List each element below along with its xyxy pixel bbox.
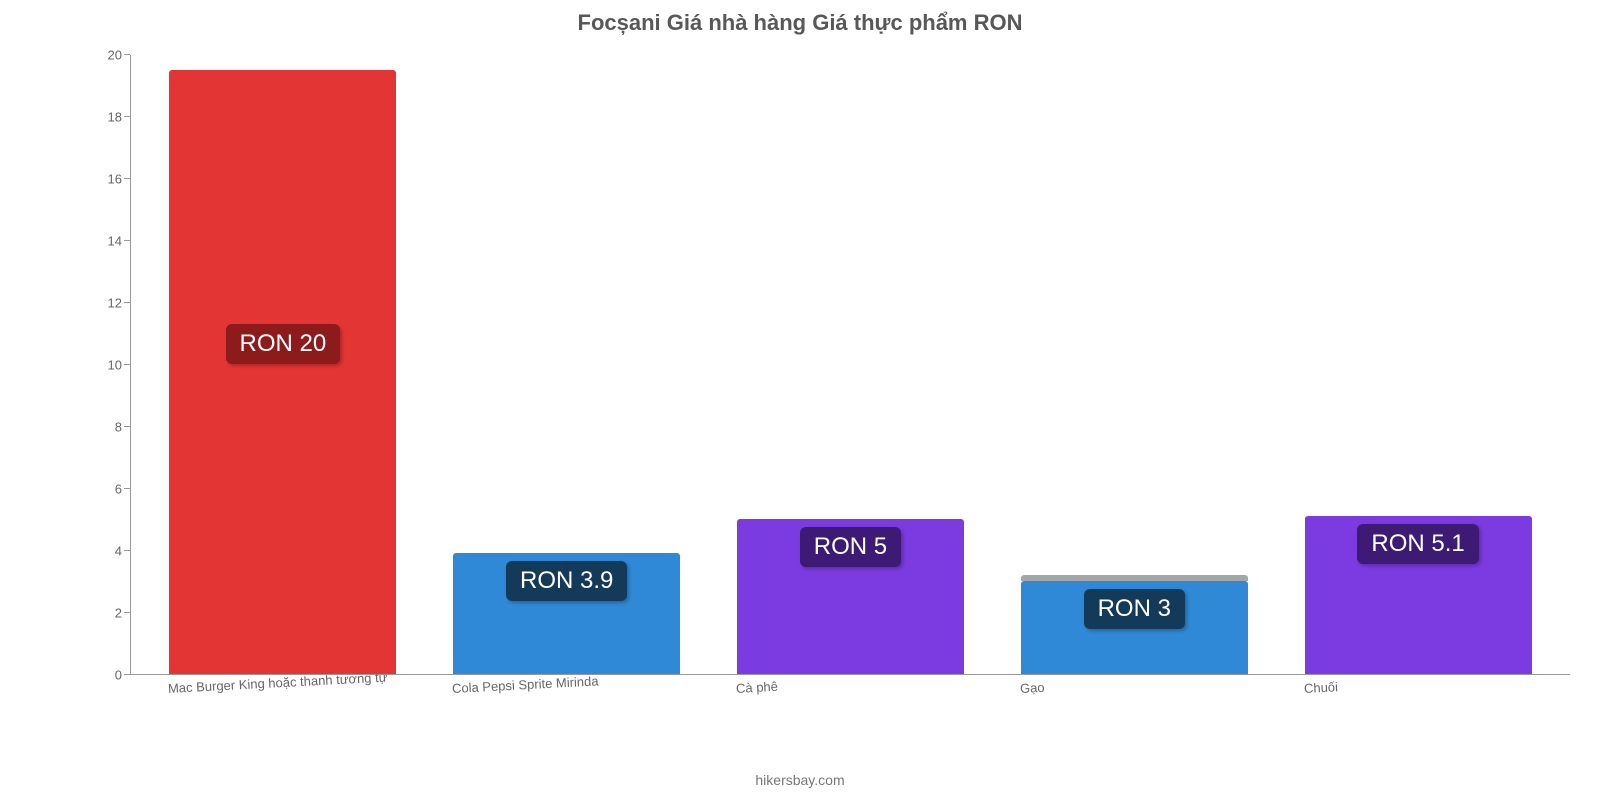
bar: RON 3	[1021, 581, 1248, 674]
bar-slot: RON 5.1	[1276, 55, 1560, 674]
bar-value-label: RON 3.9	[506, 561, 627, 601]
bar-value-label: RON 5	[800, 527, 901, 567]
bar: RON 3.9	[453, 553, 680, 674]
x-axis: Mac Burger King hoặc thanh tương tựCola …	[130, 675, 1570, 715]
bar-value-label: RON 5.1	[1357, 524, 1478, 564]
bar-cap	[1021, 575, 1248, 581]
y-tick-label: 0	[90, 668, 122, 683]
bar-slot: RON 3	[992, 55, 1276, 674]
y-tick-label: 10	[90, 358, 122, 373]
bar-slot: RON 3.9	[425, 55, 709, 674]
bar: RON 5.1	[1305, 516, 1532, 674]
bar-slot: RON 5	[709, 55, 993, 674]
y-tick-label: 2	[90, 606, 122, 621]
x-tick-label: Mac Burger King hoặc thanh tương tự	[140, 675, 424, 715]
bars-row: RON 20 RON 3.9 RON 5 RON 3 RON 5.1	[131, 55, 1570, 674]
y-axis: 02468101214161820	[90, 55, 130, 675]
plot-area: RON 20 RON 3.9 RON 5 RON 3 RON 5.1	[130, 55, 1570, 675]
y-tick-label: 20	[90, 48, 122, 63]
bar-value-label: RON 20	[226, 324, 341, 364]
bar: RON 5	[737, 519, 964, 674]
x-tick-label: Cola Pepsi Sprite Mirinda	[424, 675, 708, 715]
bar: RON 20	[169, 70, 396, 674]
y-tick-label: 12	[90, 296, 122, 311]
x-tick-label: Chuối	[1276, 675, 1560, 715]
x-tick-label: Gạo	[992, 675, 1276, 715]
y-tick-label: 8	[90, 420, 122, 435]
y-tick-label: 6	[90, 482, 122, 497]
y-tick-label: 18	[90, 110, 122, 125]
y-tick-label: 16	[90, 172, 122, 187]
chart-container: 02468101214161820 RON 20RON 3.9RON 5RON …	[90, 55, 1570, 715]
bar-value-label: RON 3	[1084, 589, 1185, 629]
chart-title: Focșani Giá nhà hàng Giá thực phẩm RON	[0, 0, 1600, 36]
bar-slot: RON 20	[141, 55, 425, 674]
y-tick-label: 4	[90, 544, 122, 559]
y-tick-label: 14	[90, 234, 122, 249]
credit-text: hikersbay.com	[0, 772, 1600, 788]
x-tick-label: Cà phê	[708, 675, 992, 715]
